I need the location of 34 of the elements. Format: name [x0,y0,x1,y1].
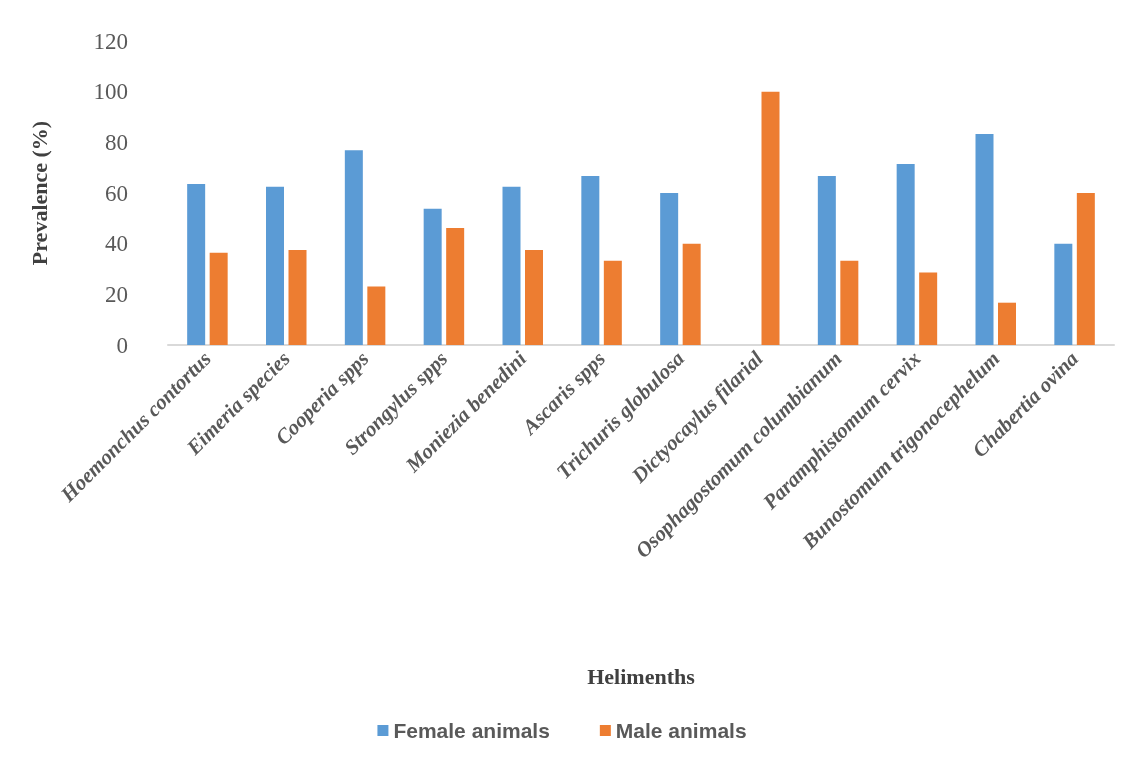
y-axis-title: Prevalence (%) [26,120,52,266]
bar [581,176,600,345]
bar [660,193,679,345]
bar [817,176,836,345]
bar [1076,193,1095,345]
legend-label: Female animals [393,719,550,742]
bar [187,183,206,345]
y-tick-label: 100 [93,79,128,105]
bar [209,252,228,345]
bar [761,91,780,345]
bar [423,208,442,345]
y-tick-label: 120 [93,28,128,54]
bar [682,243,701,345]
bar [525,250,543,345]
bar [1054,243,1073,345]
x-axis-title: Helimenths [587,663,696,689]
legend-label: Male animals [615,719,747,742]
bar [288,250,307,345]
bar [344,150,363,345]
bar [840,260,859,345]
bar [266,186,284,345]
bar [998,302,1016,345]
bar [919,272,938,345]
bar [446,227,465,345]
y-tick-label: 40 [105,231,128,257]
y-tick-label: 60 [105,180,128,206]
bar [502,186,521,345]
bar [603,260,622,345]
bar [896,164,915,345]
y-tick-label: 0 [116,332,128,358]
bar [367,286,386,345]
y-tick-label: 80 [105,129,128,155]
y-tick-label: 20 [105,281,128,307]
bar [975,133,994,345]
